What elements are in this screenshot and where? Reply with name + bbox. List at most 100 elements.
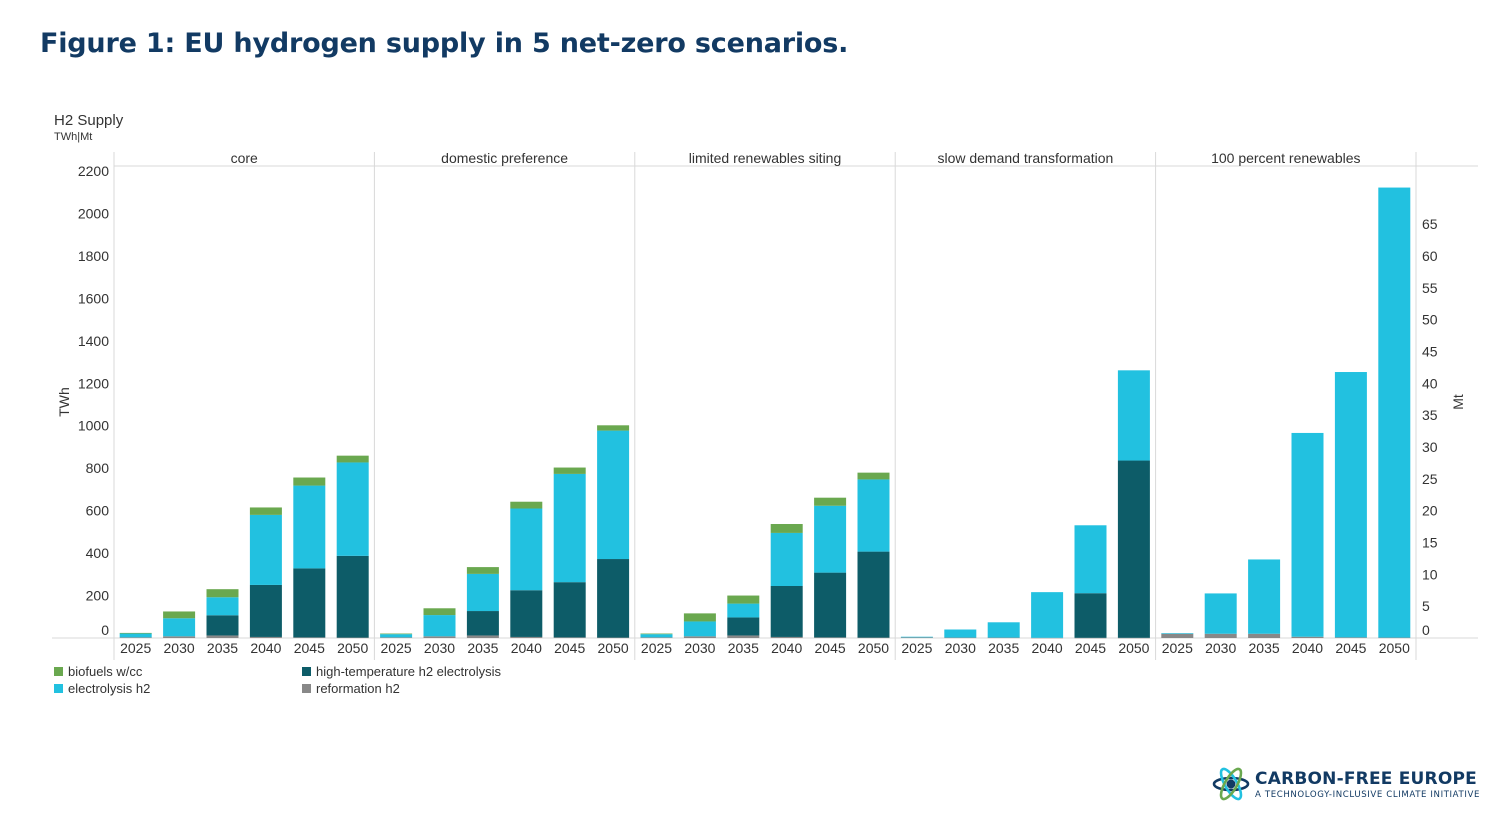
- x-tick-label: 2030: [1205, 640, 1236, 656]
- y-tick-label: 1800: [78, 248, 109, 264]
- x-tick-label: 2035: [207, 640, 238, 656]
- bar-biofuels: [510, 501, 543, 509]
- x-tick-label: 2050: [1118, 640, 1149, 656]
- bar-electrolysis: [683, 621, 716, 637]
- bar-reformation: [1074, 637, 1107, 639]
- y2-tick-label: 40: [1422, 375, 1438, 391]
- y-tick-label: 200: [86, 588, 110, 604]
- bar-electrolysis: [770, 532, 803, 586]
- bar-reformation: [900, 637, 933, 638]
- panel-title-1: core: [231, 150, 258, 166]
- x-tick-label: 2045: [554, 640, 585, 656]
- bar-reformation: [683, 636, 716, 638]
- bar-reformation: [423, 636, 456, 638]
- bar-htelectrolysis: [597, 559, 630, 638]
- x-tick-label: 2030: [164, 640, 195, 656]
- bar-biofuels: [814, 497, 847, 506]
- bar-biofuels: [857, 472, 890, 480]
- legend: biofuels w/cc high-temperature h2 electr…: [54, 664, 574, 700]
- legend-swatch-reformation: [302, 684, 311, 693]
- bar-electrolysis: [206, 597, 239, 616]
- bar-reformation: [770, 636, 803, 638]
- bar-reformation: [1378, 637, 1411, 639]
- bar-reformation: [249, 636, 282, 638]
- bar-electrolysis: [553, 473, 586, 583]
- legend-label-htelectrolysis: high-temperature h2 electrolysis: [316, 664, 501, 679]
- bar-htelectrolysis: [770, 585, 803, 637]
- bar-electrolysis: [1117, 370, 1150, 461]
- y2-tick-label: 30: [1422, 439, 1438, 455]
- y2-tick-label: 35: [1422, 407, 1438, 423]
- x-tick-label: 2045: [1335, 640, 1366, 656]
- bar-htelectrolysis: [206, 615, 239, 636]
- bar-reformation: [1031, 637, 1064, 639]
- y-tick-label: 1200: [78, 375, 109, 391]
- x-tick-label: 2040: [1292, 640, 1323, 656]
- bar-electrolysis: [1248, 559, 1281, 634]
- legend-item-electrolysis: electrolysis h2: [54, 681, 150, 696]
- bar-reformation: [727, 635, 760, 638]
- bar-electrolysis: [510, 508, 543, 591]
- bar-reformation: [293, 637, 326, 638]
- x-tick-label: 2035: [467, 640, 498, 656]
- y2-tick-label: 50: [1422, 312, 1438, 328]
- x-tick-label: 2050: [598, 640, 629, 656]
- y-tick-label: 1000: [78, 418, 109, 434]
- bar-reformation: [553, 637, 586, 638]
- bar-reformation: [987, 637, 1020, 639]
- y-tick-label: 800: [86, 460, 110, 476]
- bar-electrolysis: [944, 629, 977, 638]
- bar-htelectrolysis: [857, 551, 890, 638]
- x-tick-label: 2040: [771, 640, 802, 656]
- bar-reformation: [1291, 636, 1324, 638]
- bar-layer: [119, 187, 1411, 639]
- x-tick-label: 2050: [858, 640, 889, 656]
- x-tick-label: 2050: [337, 640, 368, 656]
- bar-electrolysis: [640, 634, 673, 638]
- bar-biofuels: [553, 467, 586, 474]
- x-tick-label: 2025: [120, 640, 151, 656]
- y2-tick-label: 5: [1422, 598, 1430, 614]
- bar-reformation: [640, 637, 673, 638]
- bar-electrolysis: [1074, 525, 1107, 594]
- bar-reformation: [510, 636, 543, 638]
- bar-biofuels: [293, 477, 326, 486]
- bar-biofuels: [466, 567, 499, 574]
- bar-reformation: [597, 637, 630, 639]
- x-tick-label: 2025: [901, 640, 932, 656]
- y2-tick-label: 65: [1422, 216, 1438, 232]
- y2-tick-label: 55: [1422, 280, 1438, 296]
- bar-htelectrolysis: [1074, 593, 1107, 638]
- bar-htelectrolysis: [336, 555, 369, 638]
- bar-electrolysis: [293, 485, 326, 569]
- y2-tick-label: 60: [1422, 248, 1438, 264]
- bar-reformation: [380, 637, 413, 638]
- y2-tick-label: 20: [1422, 503, 1438, 519]
- legend-label-electrolysis: electrolysis h2: [68, 681, 151, 696]
- bar-htelectrolysis: [466, 611, 499, 636]
- legend-swatch-htelectrolysis: [302, 667, 311, 676]
- bar-electrolysis: [1204, 593, 1237, 634]
- legend-label-biofuels: biofuels w/cc: [68, 664, 143, 679]
- x-tick-label: 2035: [1249, 640, 1280, 656]
- bar-reformation: [163, 636, 196, 638]
- bar-reformation: [336, 637, 369, 639]
- bar-biofuels: [727, 595, 760, 604]
- bar-biofuels: [163, 611, 196, 619]
- bar-electrolysis: [1031, 592, 1064, 638]
- y2-tick-label: 15: [1422, 534, 1438, 550]
- bar-reformation: [466, 635, 499, 638]
- bar-htelectrolysis: [1117, 460, 1150, 638]
- figure-title: Figure 1: EU hydrogen supply in 5 net-ze…: [40, 28, 849, 59]
- x-tick-label: 2040: [250, 640, 281, 656]
- panel-title-3: limited renewables siting: [689, 150, 842, 166]
- y2-tick-label: 25: [1422, 471, 1438, 487]
- bar-biofuels: [423, 608, 456, 616]
- bar-electrolysis: [336, 462, 369, 556]
- logo-name: CARBON-FREE EUROPE: [1255, 768, 1477, 789]
- bar-electrolysis: [1334, 372, 1367, 638]
- bar-htelectrolysis: [293, 568, 326, 638]
- bar-electrolysis: [857, 479, 890, 552]
- panel-title-4: slow demand transformation: [937, 150, 1113, 166]
- y-tick-label: 2200: [78, 163, 109, 179]
